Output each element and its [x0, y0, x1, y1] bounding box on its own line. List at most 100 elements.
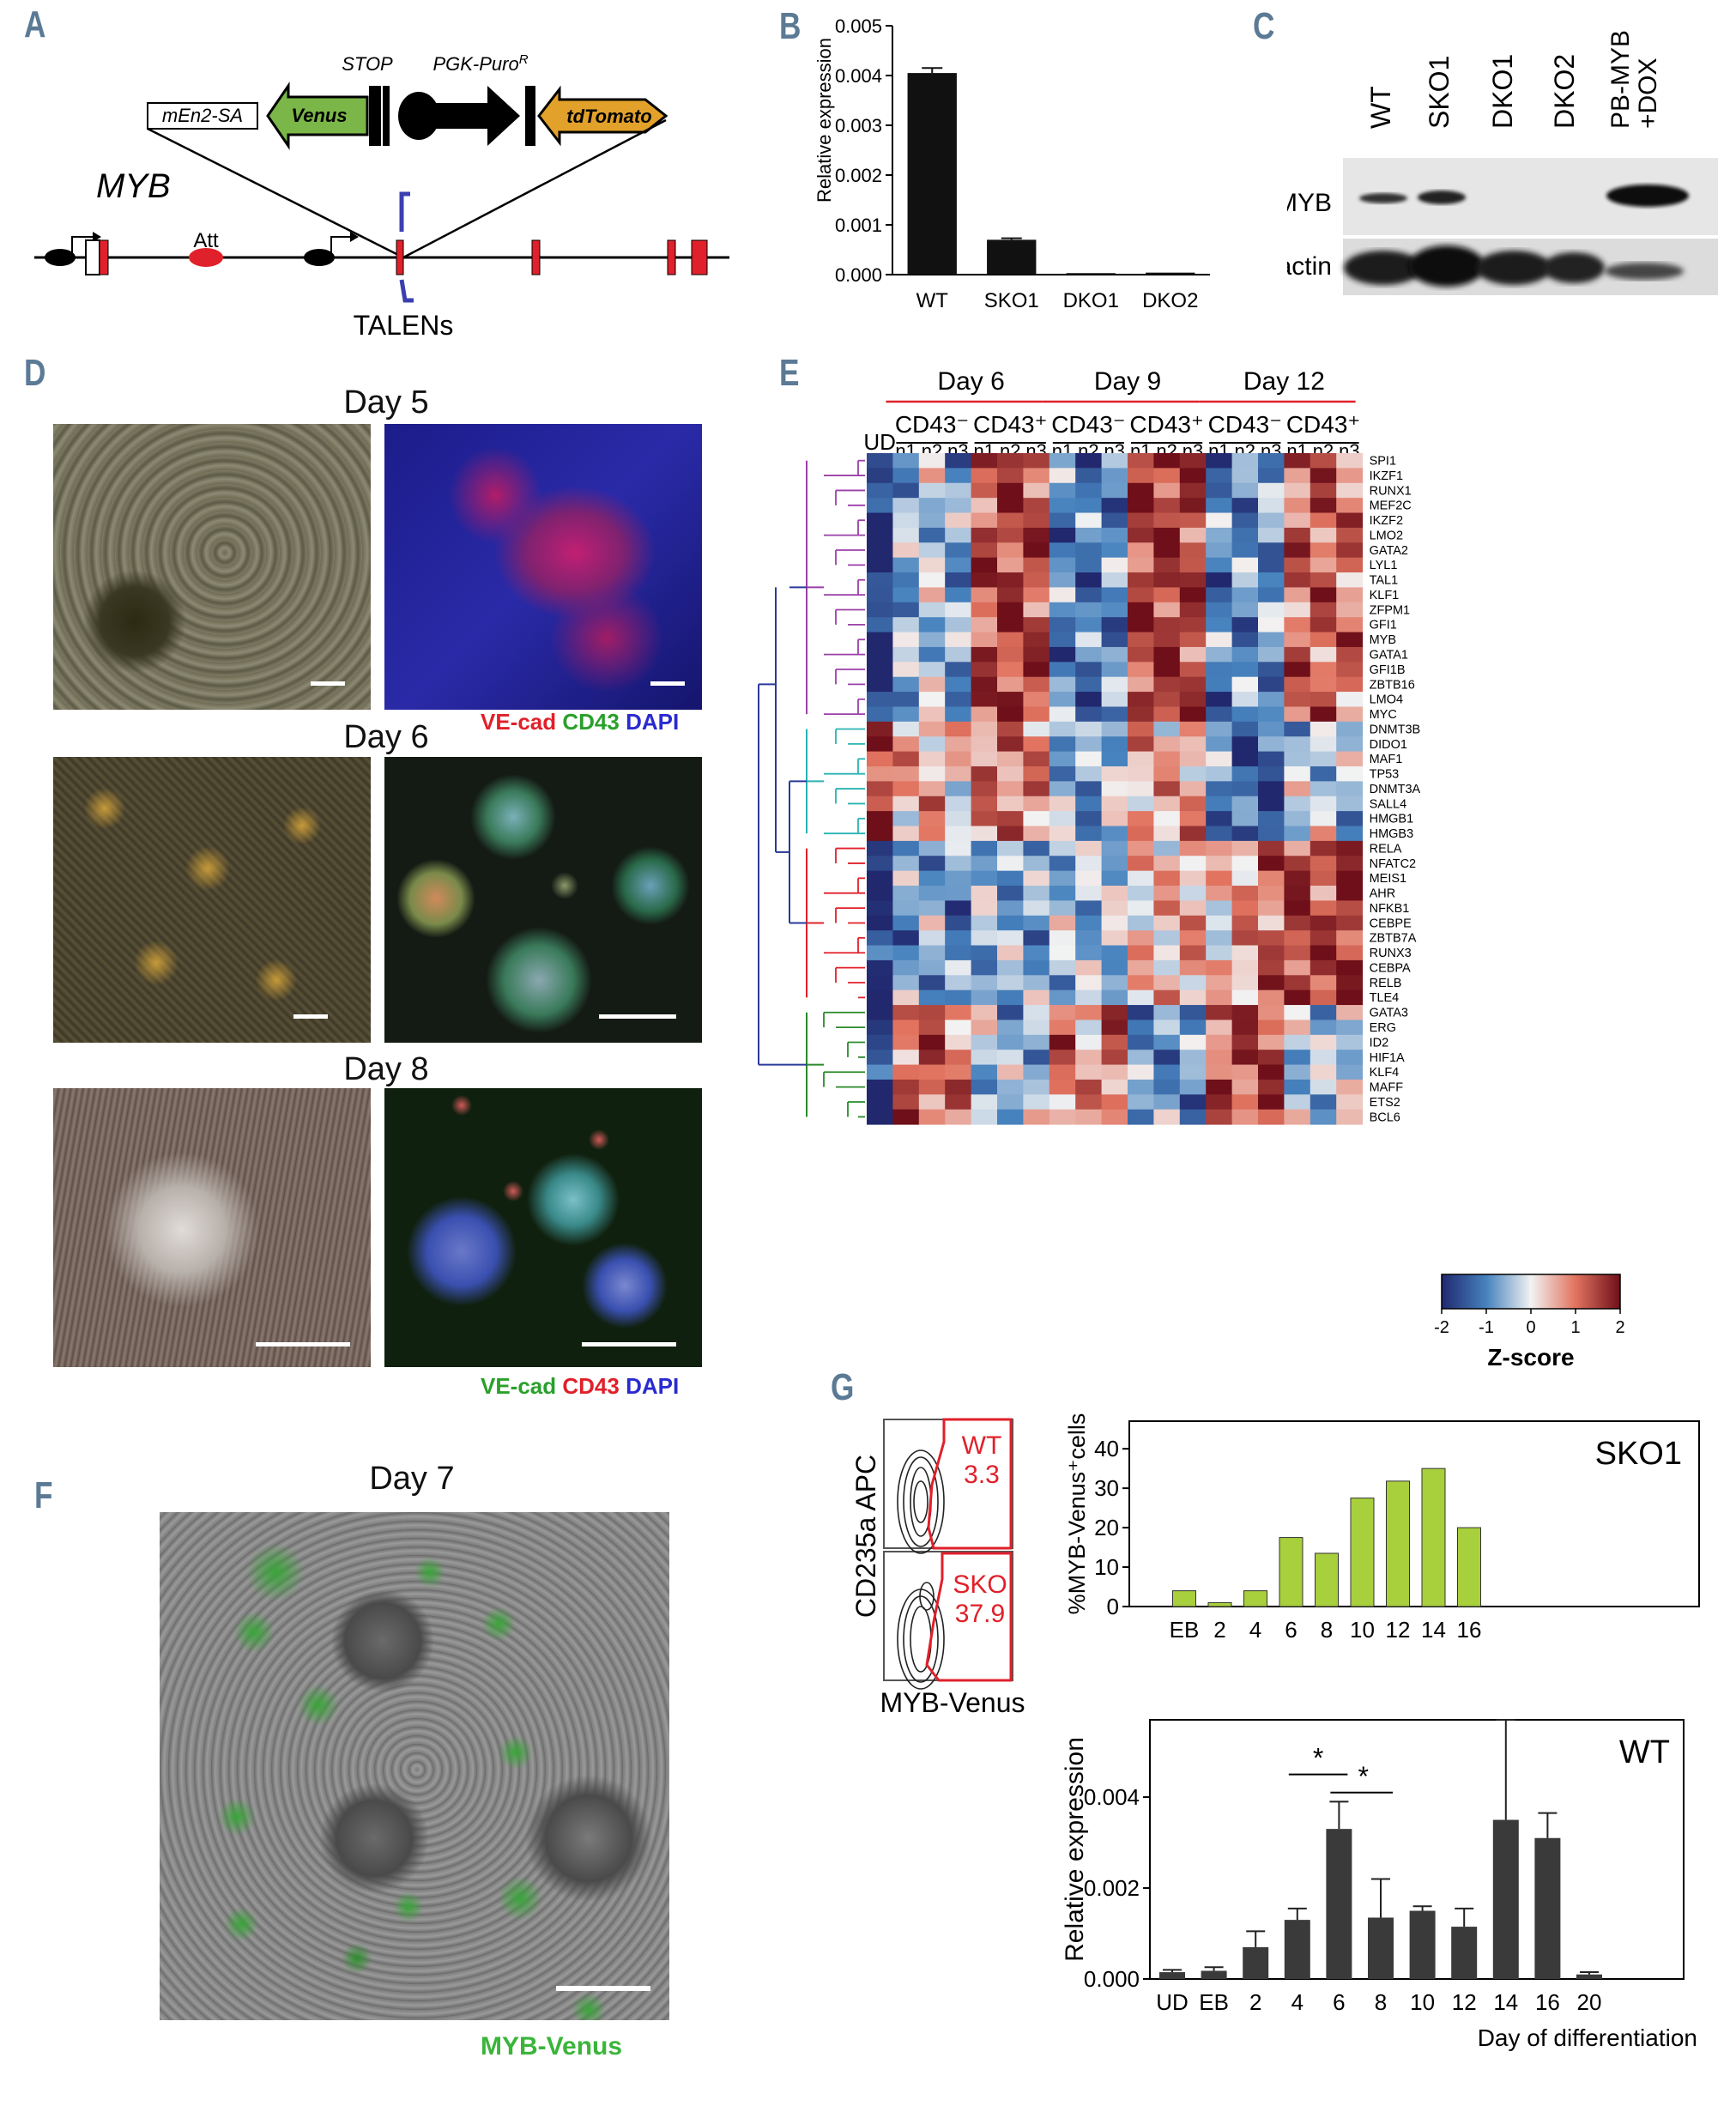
- heatmap-cell: [997, 482, 1024, 499]
- heatmap-cell: [867, 468, 893, 484]
- heatmap-cell: [1284, 498, 1311, 514]
- gene-label: NFKB1: [1370, 902, 1410, 916]
- heatmap-cell: [1128, 736, 1154, 753]
- heatmap-cell: [971, 870, 998, 887]
- heatmap-cell: [1258, 975, 1285, 991]
- heatmap-cell: [1101, 602, 1128, 618]
- gene-label: GFI1: [1370, 619, 1397, 632]
- heatmap-cell: [1023, 736, 1050, 753]
- heatmap-cell: [1101, 662, 1128, 678]
- heatmap-cell: [1206, 856, 1233, 872]
- heatmap-cell: [1049, 1020, 1076, 1036]
- heatmap-cell: [918, 662, 946, 678]
- heatmap-cell: [1075, 1094, 1103, 1110]
- heatmap-cell: [945, 1005, 972, 1020]
- gene-label: MEIS1: [1370, 872, 1407, 886]
- scale-bar: [256, 1342, 350, 1347]
- heatmap-cell: [1049, 662, 1076, 678]
- heatmap-cell: [1206, 766, 1233, 782]
- x-tick-label: 16: [1457, 1617, 1482, 1643]
- heatmap-cell: [1023, 632, 1050, 648]
- heatmap-cell: [867, 766, 893, 782]
- gene-label: DNMT3B: [1370, 723, 1421, 736]
- heatmap-cell: [1075, 766, 1103, 782]
- heatmap-cell: [1023, 959, 1050, 976]
- heatmap-cell: [1310, 1034, 1337, 1050]
- heatmap-cell: [1075, 676, 1103, 693]
- heatmap-cell: [1128, 1005, 1154, 1020]
- heatmap-cell: [1153, 751, 1181, 767]
- heatmap-cell: [892, 1094, 920, 1110]
- heatmap-cell: [867, 1050, 893, 1066]
- heatmap-cell: [1075, 721, 1103, 737]
- heatmap-cell: [1101, 811, 1128, 826]
- heatmap-cell: [945, 617, 972, 633]
- ud-label: UD: [863, 429, 896, 455]
- heatmap-cell: [1336, 766, 1364, 782]
- heatmap-cell: [1101, 886, 1128, 901]
- chart-sko1-title: SKO1: [1595, 1436, 1682, 1472]
- heatmap-cell: [945, 900, 972, 917]
- heatmap-cell: [892, 527, 920, 543]
- heatmap-cell: [1310, 676, 1337, 693]
- heatmap-cell: [1336, 1094, 1364, 1110]
- heatmap-cell: [1206, 886, 1233, 901]
- heatmap-cell: [918, 617, 946, 633]
- x-tick-label: 12: [1386, 1617, 1411, 1643]
- heatmap-cell: [997, 886, 1024, 901]
- x-tick-label: 4: [1291, 1989, 1304, 2015]
- heatmap-cell: [918, 989, 946, 1006]
- heatmap-cell: [1153, 989, 1181, 1006]
- insert-line-right: [402, 118, 667, 259]
- heatmap-cell: [1310, 886, 1337, 901]
- x-tick-label: SKO1: [984, 289, 1039, 312]
- heatmap-cell: [1284, 900, 1311, 917]
- heatmap-cell: [997, 542, 1024, 559]
- heatmap-cell: [971, 1109, 998, 1125]
- heatmap-cell: [1336, 498, 1364, 514]
- heatmap-cell: [1023, 482, 1050, 499]
- heatmap-cell: [918, 766, 946, 782]
- heatmap-cell: [867, 557, 893, 573]
- heatmap-cell: [1231, 989, 1259, 1006]
- bar: [1421, 1468, 1446, 1607]
- heatmap-cell: [997, 453, 1024, 469]
- heatmap-cell: [1310, 602, 1337, 618]
- heatmap-cell: [1101, 1050, 1128, 1066]
- heatmap-cell: [918, 1094, 946, 1110]
- heatmap-cell: [1153, 1079, 1181, 1095]
- heatmap-cell: [1258, 468, 1285, 484]
- heatmap-cell: [1231, 557, 1259, 573]
- heatmap-cell: [1258, 706, 1285, 723]
- gene-label: CEBPE: [1370, 917, 1412, 930]
- heatmap-cell: [1075, 1034, 1103, 1050]
- gene-label: ZBTB16: [1370, 678, 1415, 692]
- heatmap-cell: [1258, 781, 1285, 797]
- heatmap-cell: [892, 632, 920, 648]
- heatmap-cell: [1075, 886, 1103, 901]
- heatmap-cell: [1075, 706, 1103, 723]
- heatmap-cell: [1206, 1005, 1233, 1020]
- y-tick-label: 0.001: [835, 215, 882, 236]
- x-tick-label: 10: [1350, 1617, 1375, 1643]
- heatmap-cell: [1101, 1034, 1128, 1050]
- heatmap-cell: [1206, 1064, 1233, 1080]
- myb-band-wt: [1359, 193, 1407, 203]
- heatmap-cell: [1153, 512, 1181, 529]
- panel-d-day8: Day 8: [343, 1051, 429, 1087]
- gene-label: GATA2: [1370, 544, 1408, 558]
- heatmap-cell: [1075, 587, 1103, 603]
- colorbar-tick-label: 0: [1526, 1318, 1535, 1337]
- heatmap-cell: [971, 721, 998, 737]
- scale-bar: [599, 1014, 676, 1019]
- heatmap-cell: [892, 706, 920, 723]
- gene-label: KLF1: [1370, 589, 1400, 602]
- heatmap-cell: [1310, 721, 1337, 737]
- heatmap-cell: [1049, 989, 1076, 1006]
- heatmap-cell: [1231, 632, 1259, 648]
- heatmap-cell: [1179, 1034, 1207, 1050]
- heatmap-cell: [945, 602, 972, 618]
- gene-label: ZFPM1: [1370, 603, 1411, 617]
- heatmap-cell: [1284, 557, 1311, 573]
- heatmap-cell: [971, 930, 998, 947]
